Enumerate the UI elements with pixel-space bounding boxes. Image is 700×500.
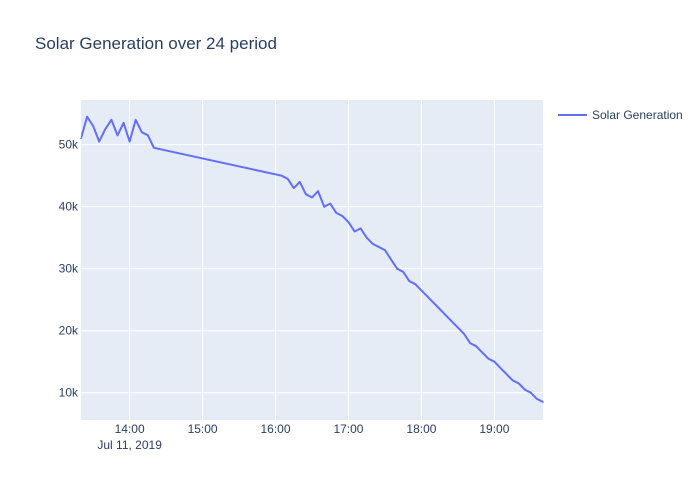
data-point xyxy=(104,128,107,130)
data-point xyxy=(147,134,149,137)
data-point xyxy=(347,221,350,223)
data-point xyxy=(517,382,520,385)
data-point xyxy=(371,243,374,245)
x-tick-label: 15:00 xyxy=(188,422,218,436)
data-point xyxy=(402,270,404,273)
data-point xyxy=(116,134,119,137)
data-point xyxy=(420,289,423,292)
data-point xyxy=(499,367,502,369)
data-point xyxy=(134,119,137,121)
y-tick-label: 50k xyxy=(59,138,79,152)
data-point xyxy=(481,351,484,354)
data-point xyxy=(280,174,283,177)
data-point xyxy=(329,202,332,205)
data-point xyxy=(530,391,532,394)
data-point xyxy=(365,236,368,239)
data-point xyxy=(317,190,319,192)
data-point xyxy=(463,332,465,335)
data-point xyxy=(390,258,392,261)
data-point xyxy=(311,196,313,199)
data-point xyxy=(523,388,526,391)
data-point xyxy=(341,215,344,217)
data-point xyxy=(292,187,295,189)
data-point xyxy=(432,301,435,304)
data-point xyxy=(451,320,453,323)
legend-label: Solar Generation xyxy=(592,108,683,122)
data-point xyxy=(323,205,325,208)
data-point xyxy=(487,357,490,360)
data-point xyxy=(536,398,538,400)
data-point xyxy=(305,193,307,196)
data-point xyxy=(414,283,417,285)
data-point xyxy=(359,227,362,230)
data-point xyxy=(86,115,88,118)
data-point xyxy=(505,373,508,375)
data-point xyxy=(353,230,356,233)
data-point xyxy=(408,280,411,282)
data-point xyxy=(542,401,544,403)
data-point xyxy=(128,140,131,143)
data-point xyxy=(457,326,459,329)
data-point xyxy=(378,246,380,248)
data-point xyxy=(80,137,82,140)
data-point xyxy=(299,181,301,183)
data-point xyxy=(335,212,338,214)
plot-area xyxy=(81,100,543,420)
data-point xyxy=(475,345,477,348)
y-tick-label: 40k xyxy=(59,200,79,214)
data-point xyxy=(493,360,496,363)
data-point xyxy=(92,125,94,127)
data-point xyxy=(469,342,471,344)
data-point xyxy=(438,308,441,310)
x-tick-label: 18:00 xyxy=(406,422,436,436)
data-point xyxy=(286,177,289,180)
data-point xyxy=(153,146,155,149)
data-point xyxy=(444,314,447,316)
x-tick-label: 19:00 xyxy=(479,422,509,436)
data-point xyxy=(511,379,514,382)
x-tick-label: 14:00 xyxy=(115,422,145,436)
y-tick-label: 20k xyxy=(59,324,79,338)
x-tick-label: 17:00 xyxy=(333,422,363,436)
y-tick-label: 30k xyxy=(59,262,79,276)
data-point xyxy=(396,267,398,270)
data-point xyxy=(384,249,386,251)
x-tick-label: 16:00 xyxy=(261,422,291,436)
y-tick-label: 10k xyxy=(59,386,79,400)
data-point xyxy=(110,119,113,121)
chart-title: Solar Generation over 24 period xyxy=(35,34,277,53)
data-point xyxy=(140,131,143,134)
data-point xyxy=(122,122,125,124)
x-date-label: Jul 11, 2019 xyxy=(97,438,162,452)
data-point xyxy=(98,140,101,143)
data-point xyxy=(426,295,429,298)
